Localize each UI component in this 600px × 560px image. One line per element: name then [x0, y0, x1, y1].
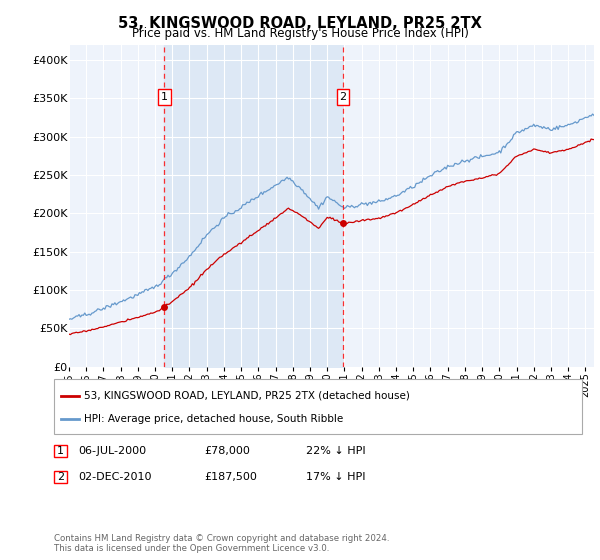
- Text: £78,000: £78,000: [204, 446, 250, 456]
- Text: 1: 1: [161, 92, 168, 102]
- Text: Contains HM Land Registry data © Crown copyright and database right 2024.
This d: Contains HM Land Registry data © Crown c…: [54, 534, 389, 553]
- Text: £187,500: £187,500: [204, 472, 257, 482]
- Text: HPI: Average price, detached house, South Ribble: HPI: Average price, detached house, Sout…: [84, 414, 343, 423]
- Text: 02-DEC-2010: 02-DEC-2010: [78, 472, 151, 482]
- Text: 53, KINGSWOOD ROAD, LEYLAND, PR25 2TX (detached house): 53, KINGSWOOD ROAD, LEYLAND, PR25 2TX (d…: [84, 390, 410, 400]
- Text: Price paid vs. HM Land Registry's House Price Index (HPI): Price paid vs. HM Land Registry's House …: [131, 27, 469, 40]
- Text: 1: 1: [57, 446, 64, 456]
- Text: 06-JUL-2000: 06-JUL-2000: [78, 446, 146, 456]
- Text: 53, KINGSWOOD ROAD, LEYLAND, PR25 2TX: 53, KINGSWOOD ROAD, LEYLAND, PR25 2TX: [118, 16, 482, 31]
- Text: 2: 2: [340, 92, 347, 102]
- Text: 22% ↓ HPI: 22% ↓ HPI: [306, 446, 365, 456]
- Text: 17% ↓ HPI: 17% ↓ HPI: [306, 472, 365, 482]
- Text: 2: 2: [57, 472, 64, 482]
